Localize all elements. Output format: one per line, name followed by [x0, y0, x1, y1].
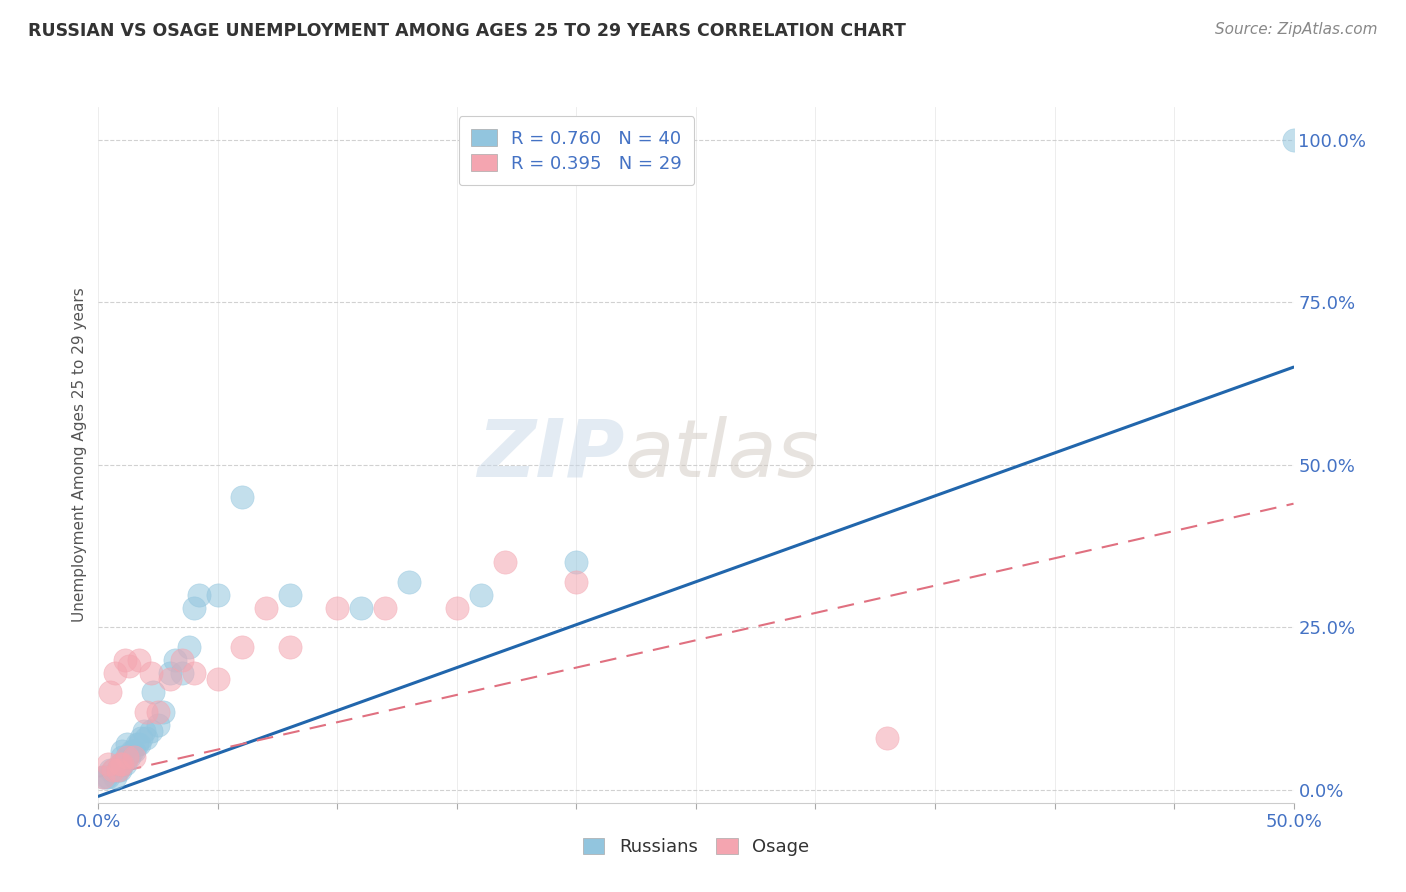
- Point: [128, 737, 150, 751]
- Point: [876, 731, 898, 745]
- Point: [97, 770, 120, 784]
- Point: [91, 770, 114, 784]
- Point: [91, 770, 114, 784]
- Point: [101, 764, 124, 778]
- Point: [124, 744, 146, 758]
- Point: [98, 764, 122, 778]
- Point: [231, 490, 253, 504]
- Point: [114, 756, 136, 771]
- Point: [135, 731, 157, 745]
- Point: [131, 731, 153, 745]
- Y-axis label: Unemployment Among Ages 25 to 29 years: Unemployment Among Ages 25 to 29 years: [72, 287, 87, 623]
- Point: [121, 744, 143, 758]
- Point: [1282, 132, 1305, 146]
- Point: [159, 672, 181, 686]
- Point: [118, 659, 141, 673]
- Point: [111, 744, 134, 758]
- Point: [254, 600, 277, 615]
- Point: [111, 756, 134, 771]
- Point: [142, 685, 165, 699]
- Point: [115, 737, 138, 751]
- Point: [565, 574, 588, 589]
- Text: Source: ZipAtlas.com: Source: ZipAtlas.com: [1215, 22, 1378, 37]
- Point: [97, 756, 120, 771]
- Point: [101, 764, 124, 778]
- Point: [104, 665, 127, 680]
- Point: [494, 555, 516, 569]
- Point: [231, 640, 253, 654]
- Text: RUSSIAN VS OSAGE UNEMPLOYMENT AMONG AGES 25 TO 29 YEARS CORRELATION CHART: RUSSIAN VS OSAGE UNEMPLOYMENT AMONG AGES…: [28, 22, 905, 40]
- Point: [118, 750, 141, 764]
- Point: [139, 724, 162, 739]
- Point: [207, 588, 229, 602]
- Point: [163, 653, 186, 667]
- Point: [98, 685, 122, 699]
- Point: [132, 724, 155, 739]
- Point: [114, 653, 136, 667]
- Point: [128, 653, 150, 667]
- Point: [172, 653, 194, 667]
- Point: [374, 600, 396, 615]
- Point: [152, 705, 174, 719]
- Point: [159, 665, 181, 680]
- Point: [183, 600, 205, 615]
- Point: [94, 770, 117, 784]
- Point: [350, 600, 373, 615]
- Point: [179, 640, 201, 654]
- Point: [446, 600, 468, 615]
- Point: [565, 555, 588, 569]
- Point: [111, 756, 134, 771]
- Point: [470, 588, 492, 602]
- Point: [108, 756, 131, 771]
- Point: [108, 764, 131, 778]
- Point: [326, 600, 349, 615]
- Point: [107, 764, 129, 778]
- Point: [187, 588, 209, 602]
- Point: [139, 665, 162, 680]
- Point: [111, 750, 134, 764]
- Text: atlas: atlas: [624, 416, 820, 494]
- Point: [125, 737, 148, 751]
- Point: [115, 750, 138, 764]
- Point: [278, 588, 301, 602]
- Point: [148, 718, 170, 732]
- Point: [172, 665, 194, 680]
- Point: [278, 640, 301, 654]
- Point: [124, 750, 146, 764]
- Point: [148, 705, 170, 719]
- Text: ZIP: ZIP: [477, 416, 624, 494]
- Point: [107, 764, 129, 778]
- Legend: Russians, Osage: Russians, Osage: [575, 830, 817, 863]
- Point: [183, 665, 205, 680]
- Point: [115, 750, 138, 764]
- Point: [135, 705, 157, 719]
- Point: [398, 574, 420, 589]
- Point: [207, 672, 229, 686]
- Point: [104, 770, 127, 784]
